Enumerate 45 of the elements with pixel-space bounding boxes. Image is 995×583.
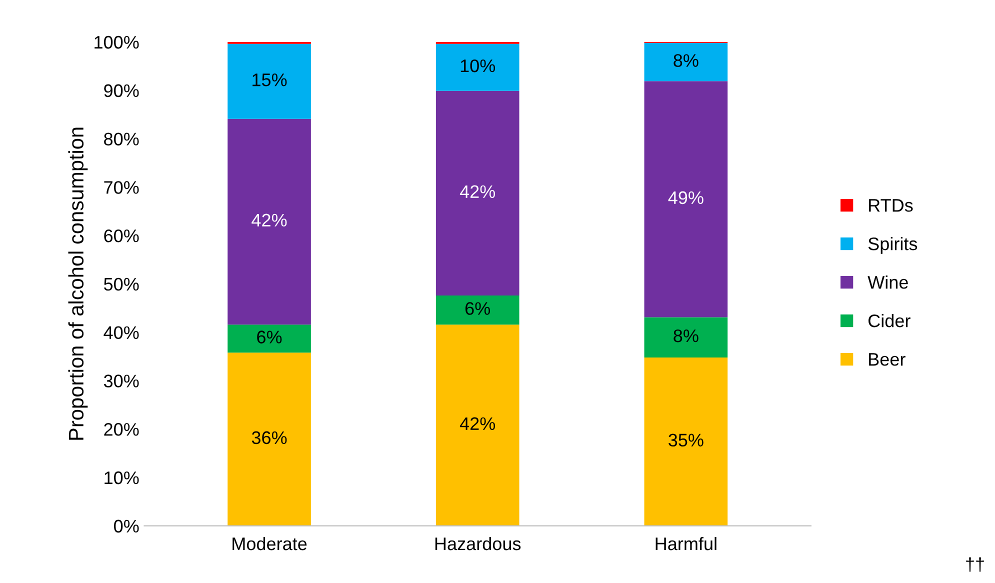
data-label: 42% — [460, 417, 496, 430]
bar — [644, 81, 728, 318]
y-tick-label: 80% — [104, 132, 139, 146]
bar — [228, 118, 311, 325]
data-label: 6% — [257, 330, 282, 344]
data-label: 42% — [252, 214, 287, 227]
bar — [436, 296, 520, 325]
data-label: 8% — [674, 329, 698, 342]
y-tick-label: 40% — [104, 326, 139, 340]
y-tick-label: 30% — [104, 374, 139, 388]
data-label: 10% — [460, 59, 496, 72]
bar — [436, 44, 520, 91]
x-tick-label: Moderate — [232, 536, 307, 550]
y-tick-label: 100% — [94, 36, 139, 49]
bar — [228, 44, 311, 119]
bar — [644, 317, 728, 358]
bar — [228, 324, 311, 353]
data-label: 35% — [668, 434, 704, 447]
data-label: 8% — [674, 54, 698, 67]
bar — [644, 357, 728, 526]
bar — [644, 42, 728, 82]
legend-label: Cider — [868, 314, 910, 328]
x-tick-label: Hazardous — [435, 536, 521, 550]
legend-label: Wine — [868, 276, 908, 289]
data-label: 6% — [465, 302, 490, 315]
bar — [436, 324, 520, 526]
y-tick-label: 70% — [104, 181, 139, 194]
data-label: 36% — [252, 431, 287, 444]
y-tick-label: 0% — [114, 520, 139, 533]
data-label: 49% — [668, 191, 704, 204]
text: †† — [966, 557, 984, 572]
x-tick-label: Harmful — [656, 536, 716, 550]
legend-label: Spirits — [868, 237, 918, 254]
bar — [436, 90, 520, 296]
data-label: 42% — [460, 185, 496, 198]
y-axis-title: Proportion of alcohol consumption — [68, 128, 88, 440]
y-tick-label: 60% — [104, 229, 139, 242]
y-tick-label: 10% — [104, 471, 139, 484]
y-tick-label: 50% — [104, 278, 139, 291]
bar — [228, 352, 311, 526]
legend-label: RTDs — [869, 199, 913, 212]
y-tick-label: 90% — [104, 84, 139, 98]
legend-label: Beer — [869, 353, 906, 366]
data-label: 15% — [252, 74, 287, 86]
y-tick-label: 20% — [104, 423, 139, 436]
